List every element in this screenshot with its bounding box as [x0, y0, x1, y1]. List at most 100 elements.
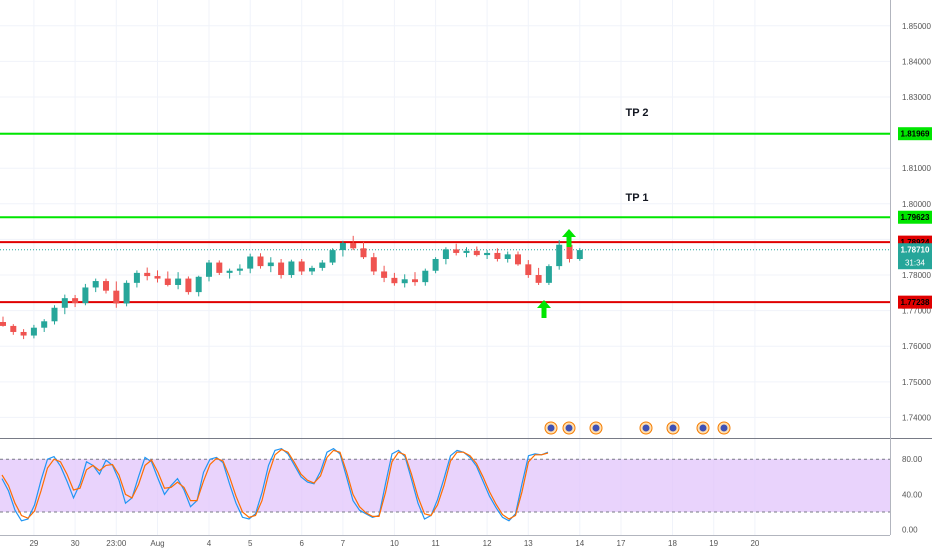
- event-dot-icon: [642, 424, 650, 432]
- candle-body: [391, 277, 398, 284]
- candle-body: [339, 242, 346, 251]
- candle-body: [30, 327, 37, 336]
- candle-body: [154, 276, 161, 279]
- candle-body: [525, 264, 532, 276]
- stoch-d-line: [1, 448, 549, 520]
- candle-body: [123, 282, 130, 304]
- y-tick-label: 1.84000: [902, 57, 931, 66]
- arrow-up-icon: [562, 229, 576, 247]
- event-dot-icon: [669, 424, 677, 432]
- candle-body: [144, 272, 151, 277]
- candle-body: [185, 278, 192, 293]
- x-tick-label: 19: [709, 539, 718, 548]
- candle-body: [442, 249, 449, 259]
- y-tick-label: 1.81000: [902, 164, 931, 173]
- x-tick-label: 4: [207, 539, 212, 548]
- candle-body: [10, 325, 17, 332]
- current-price-tag: [898, 243, 932, 270]
- candle-body: [473, 250, 480, 256]
- candle-body: [195, 276, 202, 293]
- candle-body: [298, 261, 305, 272]
- candle-body: [216, 262, 223, 273]
- osc-y-tick-label: 80.00: [902, 455, 923, 464]
- osc-y-tick-label: 40.00: [902, 490, 923, 499]
- candle-body: [61, 298, 68, 308]
- candle-body: [329, 250, 336, 263]
- candle-body: [51, 307, 58, 322]
- x-tick-label: 30: [71, 539, 80, 548]
- candle-body: [422, 270, 429, 283]
- candle-body: [484, 252, 491, 256]
- candle-body: [278, 262, 285, 276]
- candle-body: [82, 287, 89, 304]
- candle-body: [576, 250, 583, 259]
- level-price-label: 1.81969: [901, 130, 930, 139]
- y-tick-label: 1.78000: [902, 271, 931, 280]
- x-tick-label: 12: [483, 539, 492, 548]
- x-tick-label: 23:00: [106, 539, 127, 548]
- candle-body: [113, 290, 120, 304]
- candle-body: [350, 242, 357, 249]
- candle-body: [360, 248, 367, 258]
- tp1-label: TP 1: [625, 192, 648, 204]
- event-dot-icon: [699, 424, 707, 432]
- event-dot-icon: [592, 424, 600, 432]
- candle-body: [0, 322, 6, 326]
- candle-body: [226, 270, 233, 273]
- countdown-label: 31:34: [905, 259, 926, 268]
- candle-body: [206, 262, 212, 277]
- candle-body: [309, 267, 315, 272]
- x-tick-label: 29: [29, 539, 38, 548]
- candle-body: [175, 278, 182, 285]
- candle-body: [432, 258, 439, 271]
- y-tick-label: 1.76000: [902, 342, 931, 351]
- candle-body: [463, 250, 470, 253]
- candle-body: [545, 266, 552, 283]
- candle-body: [257, 256, 264, 267]
- stochastic-band: [0, 459, 890, 512]
- arrow-up-icon: [537, 300, 551, 318]
- candle-body: [20, 331, 27, 336]
- x-tick-label: 17: [617, 539, 626, 548]
- level-price-tag: [898, 295, 932, 309]
- level-price-tag: [898, 210, 932, 224]
- candle-body: [164, 278, 171, 285]
- x-tick-label: 13: [524, 539, 533, 548]
- level-price-label: 1.78924: [901, 238, 930, 247]
- candle-body: [288, 261, 295, 276]
- event-dot-icon: [720, 424, 728, 432]
- candle-body: [515, 254, 521, 265]
- candle-body: [92, 281, 99, 288]
- candle-body: [247, 256, 254, 269]
- candle-body: [41, 321, 48, 328]
- tp2-label: TP 2: [625, 107, 648, 119]
- candle-body: [370, 257, 377, 272]
- x-tick-label: 5: [248, 539, 253, 548]
- candle-body: [566, 244, 573, 259]
- x-tick-label: 20: [750, 539, 759, 548]
- event-dot-icon: [565, 424, 573, 432]
- y-tick-label: 1.74000: [902, 413, 931, 422]
- level-price-label: 1.77238: [901, 298, 930, 307]
- y-tick-label: 1.77000: [902, 307, 931, 316]
- level-price-label: 1.79623: [901, 213, 930, 222]
- event-dot-icon: [547, 424, 555, 432]
- x-tick-label: 6: [299, 539, 304, 548]
- y-tick-label: 1.75000: [902, 378, 931, 387]
- candle-body: [412, 279, 418, 283]
- x-tick-label: 18: [668, 539, 677, 548]
- candle-body: [381, 271, 388, 278]
- candle-body: [556, 244, 563, 267]
- level-price-tag: [898, 127, 932, 141]
- candle-body: [401, 279, 408, 284]
- candle-body: [72, 298, 79, 304]
- x-tick-label: 10: [390, 539, 399, 548]
- candle-body: [494, 252, 501, 259]
- candle-body: [453, 249, 460, 253]
- candle-body: [504, 254, 511, 259]
- osc-y-tick-label: 0.00: [902, 526, 918, 535]
- candle-body: [535, 275, 542, 283]
- current-price-label: 1.78710: [901, 246, 930, 255]
